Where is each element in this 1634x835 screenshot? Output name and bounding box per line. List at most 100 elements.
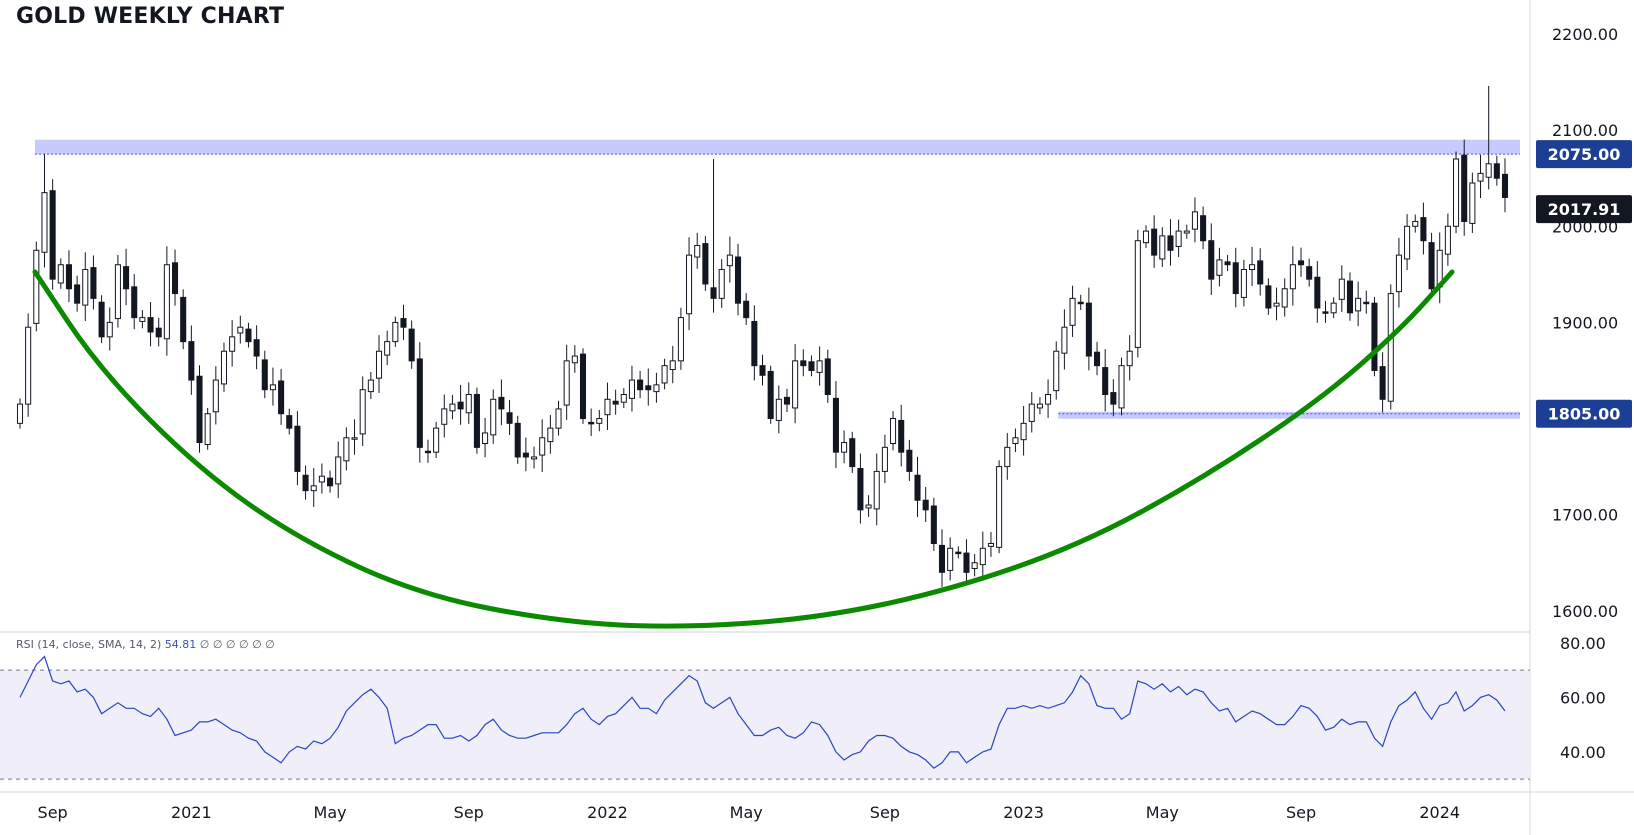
time-tick-label: 2022 — [587, 803, 628, 822]
resistance-price-badge: 2075.00 — [1548, 145, 1621, 164]
candle — [890, 418, 897, 445]
candle — [555, 408, 562, 429]
candle — [351, 437, 358, 440]
candle — [359, 389, 366, 435]
candle — [1028, 403, 1035, 422]
candle — [1412, 220, 1419, 227]
candle — [767, 370, 774, 420]
candle — [1175, 230, 1182, 247]
candle — [1167, 235, 1174, 251]
rsi-tick-label: 60.00 — [1560, 688, 1606, 707]
resistance-zone — [35, 139, 1520, 155]
candle — [465, 393, 472, 414]
candle — [106, 321, 113, 338]
time-tick-label: May — [730, 803, 763, 822]
price-tick-label: 1900.00 — [1552, 313, 1618, 332]
rsi-tick-label: 40.00 — [1560, 743, 1606, 762]
candle — [482, 432, 489, 445]
candle — [1151, 228, 1158, 256]
candle — [1297, 260, 1305, 266]
last-price-badge: 2017.91 — [1548, 200, 1621, 219]
candle — [245, 328, 252, 343]
rsi-legend: RSI (14, close, SMA, 14, 2) 54.81 ∅ ∅ ∅ … — [16, 638, 275, 651]
candle — [1338, 278, 1345, 300]
candle — [318, 475, 325, 483]
candle — [1469, 182, 1476, 224]
candle — [1501, 173, 1509, 198]
candle — [343, 437, 350, 462]
candle — [65, 264, 72, 290]
candle — [1061, 326, 1068, 354]
candle — [212, 379, 219, 413]
candle — [930, 505, 937, 544]
candle — [1273, 302, 1280, 307]
candle — [1110, 392, 1117, 405]
rsi-band — [0, 670, 1530, 780]
candle — [637, 379, 644, 391]
candle — [522, 452, 529, 458]
candle — [33, 249, 40, 324]
candle — [261, 359, 268, 391]
candle — [914, 474, 921, 501]
candle — [57, 264, 64, 284]
candle — [531, 456, 538, 460]
candle — [947, 547, 954, 571]
candle — [710, 287, 717, 299]
candle — [1330, 302, 1337, 314]
candle — [1240, 269, 1247, 298]
candle — [457, 401, 464, 410]
candle — [898, 419, 905, 453]
candle — [808, 361, 815, 371]
candle — [433, 427, 440, 453]
candle — [1363, 301, 1370, 305]
candle — [204, 413, 211, 445]
support-price-badge: 1805.00 — [1548, 405, 1621, 424]
candle — [163, 264, 170, 340]
price-tick-label: 1700.00 — [1552, 506, 1618, 525]
candle — [1461, 154, 1468, 222]
candle — [1387, 293, 1394, 402]
candle — [873, 470, 880, 510]
cup-support-curve — [32, 269, 1455, 629]
candle — [792, 360, 799, 409]
rsi-legend-placeholders: ∅ ∅ ∅ ∅ ∅ ∅ — [199, 638, 275, 651]
candle — [155, 327, 162, 338]
candle — [1232, 262, 1239, 295]
candle — [229, 336, 236, 352]
candle — [384, 341, 391, 356]
candle — [473, 393, 480, 448]
candle — [1183, 230, 1190, 234]
price-tick-label: 2100.00 — [1552, 121, 1618, 140]
candle — [841, 442, 848, 453]
candle — [278, 380, 285, 415]
candle — [783, 396, 791, 405]
candle — [171, 262, 179, 295]
candle — [1142, 230, 1150, 244]
time-tick-label: May — [314, 803, 347, 822]
candle — [196, 375, 203, 444]
candle — [1493, 163, 1500, 179]
candle — [1036, 403, 1043, 409]
candle — [335, 456, 342, 485]
candle — [302, 474, 309, 492]
candle — [1355, 297, 1362, 312]
rsi-line — [19, 655, 1506, 769]
candle — [857, 468, 864, 511]
candle — [1159, 235, 1166, 260]
price-tick-label: 1600.00 — [1552, 602, 1618, 621]
candle — [253, 339, 260, 357]
candle — [147, 317, 154, 333]
candle — [220, 350, 228, 385]
candle — [612, 400, 619, 405]
candle — [588, 421, 595, 425]
candle — [539, 437, 546, 456]
last-price-badge-bg — [1536, 195, 1632, 224]
candle — [686, 254, 693, 315]
candle — [139, 317, 146, 322]
candle — [1281, 288, 1288, 308]
rsi-tick-label: 80.00 — [1560, 634, 1606, 653]
candle — [751, 320, 758, 367]
candle — [1314, 276, 1321, 309]
candle — [596, 418, 603, 424]
candle — [865, 504, 872, 509]
